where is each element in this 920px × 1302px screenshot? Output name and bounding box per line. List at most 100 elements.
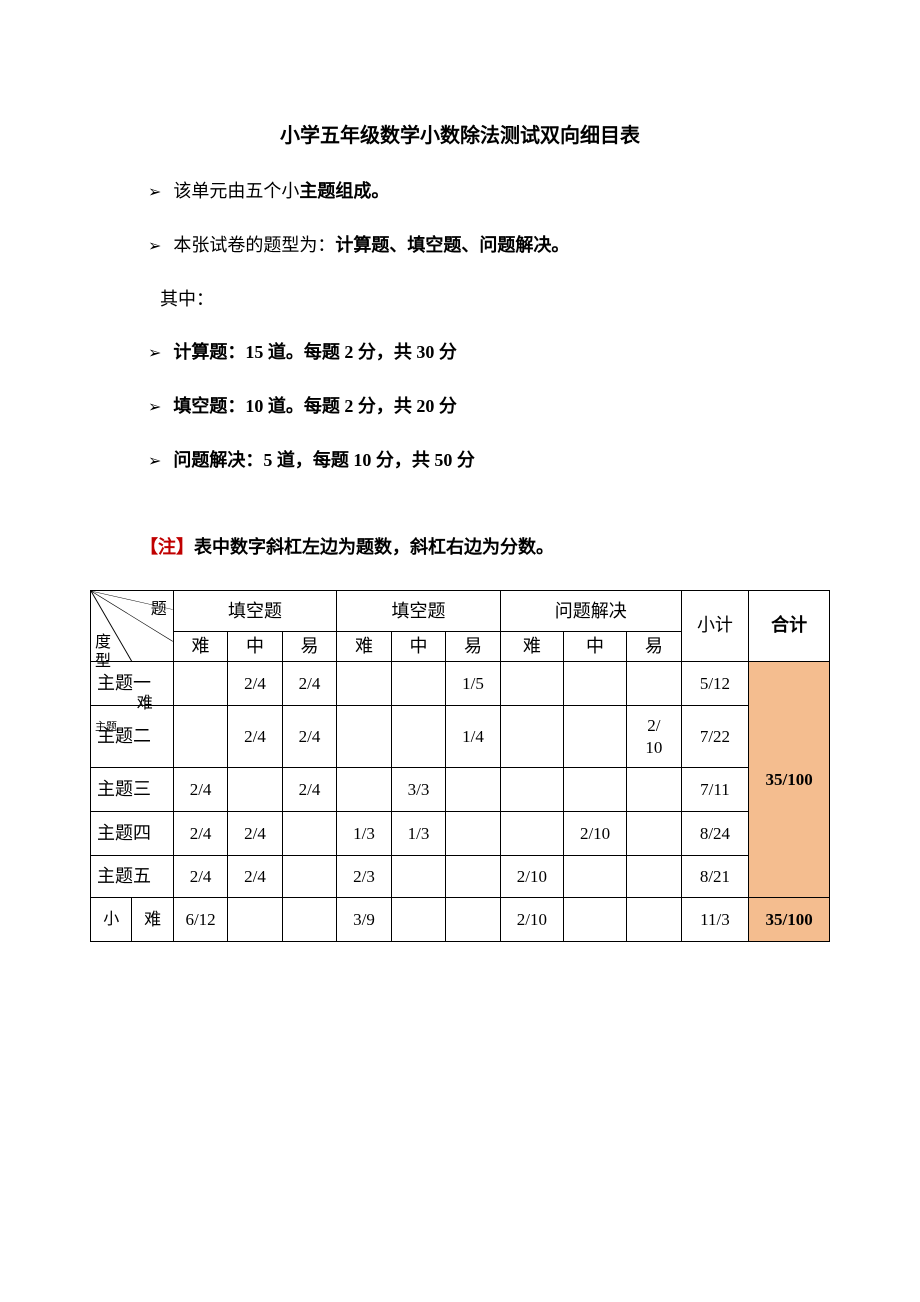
cell: 2/10 <box>563 812 626 856</box>
footer-total-cell: 35/100 <box>749 898 830 942</box>
cell <box>500 662 563 706</box>
bullet-item: ➢ 计算题：15 道。每题 2 分，共 30 分 <box>148 338 830 367</box>
row-label: 主题五 <box>91 856 174 898</box>
cell: 2/4 <box>173 856 227 898</box>
subtotal-cell: 8/24 <box>681 812 749 856</box>
triangle-right-icon: ➢ <box>148 234 161 260</box>
cell <box>228 898 282 942</box>
cell: 2/10 <box>500 856 563 898</box>
col-header: 难 <box>173 632 227 662</box>
cell <box>563 662 626 706</box>
total-header: 合计 <box>749 590 830 662</box>
diagonal-header: 题 型 难 主题 度 <box>91 590 174 662</box>
detail-table: 题 型 难 主题 度 填空题 填空题 问题解决 小计 合计 难 中 易 难 中 … <box>90 590 830 943</box>
note-text: 【注】表中数字斜杠左边为题数，斜杠右边为分数。 <box>140 533 830 562</box>
diag-label: 难 <box>137 691 153 717</box>
cell: 2/4 <box>282 768 337 812</box>
cell <box>337 706 391 768</box>
col-header: 中 <box>391 632 445 662</box>
table-row: 主题二 2/4 2/4 1/4 2/10 7/22 <box>91 706 830 768</box>
diag-label: 度 <box>95 630 111 656</box>
cell: 2/4 <box>173 812 227 856</box>
cell <box>627 898 682 942</box>
col-header: 中 <box>563 632 626 662</box>
subtotal-cell: 11/3 <box>681 898 749 942</box>
triangle-right-icon: ➢ <box>148 341 161 367</box>
table-header-row: 题 型 难 主题 度 填空题 填空题 问题解决 小计 合计 <box>91 590 830 632</box>
cell: 3/9 <box>337 898 391 942</box>
cell: 2/4 <box>282 662 337 706</box>
cell <box>627 856 682 898</box>
table-footer-row: 小 难 6/12 3/9 2/10 11/3 35/100 <box>91 898 830 942</box>
cell <box>391 662 445 706</box>
triangle-right-icon: ➢ <box>148 180 161 206</box>
cell: 2/10 <box>500 898 563 942</box>
cell <box>228 768 282 812</box>
cell <box>391 856 445 898</box>
footer-label: 小 <box>91 898 132 942</box>
cell: 1/4 <box>446 706 501 768</box>
cell <box>627 662 682 706</box>
cell <box>627 812 682 856</box>
bullet-item: ➢ 本张试卷的题型为：计算题、填空题、问题解决。 <box>148 231 830 260</box>
col-group-header: 填空题 <box>337 590 500 632</box>
text-line: 其中： <box>160 285 830 314</box>
cell <box>563 706 626 768</box>
cell: 2/4 <box>228 662 282 706</box>
cell <box>563 768 626 812</box>
subtotal-header: 小计 <box>681 590 749 662</box>
cell <box>337 662 391 706</box>
bullet-item: ➢ 填空题：10 道。每题 2 分，共 20 分 <box>148 392 830 421</box>
cell <box>500 706 563 768</box>
bullet-item: ➢ 该单元由五个小主题组成。 <box>148 177 830 206</box>
row-label: 主题二 <box>91 706 174 768</box>
col-group-header: 填空题 <box>173 590 336 632</box>
triangle-right-icon: ➢ <box>148 449 161 475</box>
cell <box>391 706 445 768</box>
table-row: 主题四 2/4 2/4 1/3 1/3 2/10 8/24 <box>91 812 830 856</box>
bullet-text-bold: 填空题：10 道。每题 2 分，共 20 分 <box>173 392 457 421</box>
cell <box>391 898 445 942</box>
bullet-item: ➢ 问题解决：5 道，每题 10 分，共 50 分 <box>148 446 830 475</box>
table-row: 主题三 2/4 2/4 3/3 7/11 <box>91 768 830 812</box>
subtotal-cell: 7/22 <box>681 706 749 768</box>
cell: 2/10 <box>627 706 682 768</box>
table-row: 主题一 2/4 2/4 1/5 5/12 35/100 <box>91 662 830 706</box>
cell <box>337 768 391 812</box>
subtotal-cell: 5/12 <box>681 662 749 706</box>
cell: 2/4 <box>173 768 227 812</box>
cell: 1/5 <box>446 662 501 706</box>
cell <box>500 768 563 812</box>
cell: 2/3 <box>337 856 391 898</box>
cell <box>446 898 501 942</box>
bullet-list: ➢ 计算题：15 道。每题 2 分，共 30 分 ➢ 填空题：10 道。每题 2… <box>148 338 830 474</box>
row-label: 主题四 <box>91 812 174 856</box>
cell <box>282 812 337 856</box>
cell <box>627 768 682 812</box>
col-header: 难 <box>500 632 563 662</box>
note-bracket: 【注】 <box>140 537 194 557</box>
cell <box>446 812 501 856</box>
page-title: 小学五年级数学小数除法测试双向细目表 <box>90 120 830 152</box>
cell <box>282 856 337 898</box>
subtotal-cell: 8/21 <box>681 856 749 898</box>
cell: 3/3 <box>391 768 445 812</box>
cell <box>563 898 626 942</box>
col-header: 易 <box>446 632 501 662</box>
cell: 2/4 <box>282 706 337 768</box>
cell <box>446 768 501 812</box>
triangle-right-icon: ➢ <box>148 395 161 421</box>
cell: 1/3 <box>337 812 391 856</box>
subtotal-cell: 7/11 <box>681 768 749 812</box>
cell: 1/3 <box>391 812 445 856</box>
col-header: 易 <box>627 632 682 662</box>
cell <box>500 812 563 856</box>
table-row: 主题五 2/4 2/4 2/3 2/10 8/21 <box>91 856 830 898</box>
cell <box>446 856 501 898</box>
footer-label: 难 <box>132 898 173 942</box>
col-header: 中 <box>228 632 282 662</box>
grand-total-cell: 35/100 <box>749 662 830 898</box>
diag-label: 主题 <box>95 719 117 737</box>
cell: 6/12 <box>173 898 227 942</box>
cell <box>173 662 227 706</box>
